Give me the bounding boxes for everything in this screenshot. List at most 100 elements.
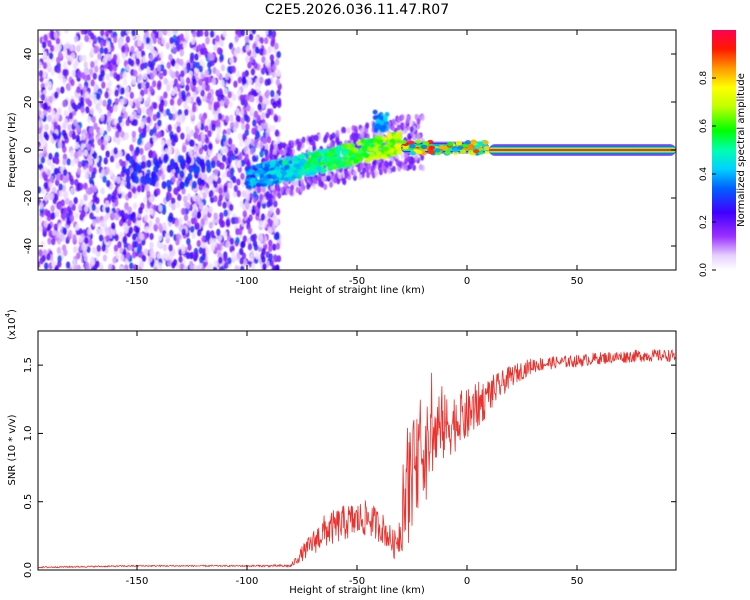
spectrogram-noise-cell: [241, 123, 246, 131]
spectrogram-noise-cell: [38, 120, 41, 128]
spectrogram-noise-cell: [105, 73, 111, 81]
spectrogram-noise-cell: [129, 113, 134, 122]
spectrogram-noise-cell: [38, 103, 41, 111]
spectrogram-noise-cell: [102, 99, 107, 107]
spectrogram-noise-cell: [259, 37, 264, 45]
spectrogram-tone-cell: [428, 149, 435, 155]
spectrogram-noise-cell: [268, 253, 273, 261]
spectrogram-noise-cell: [71, 102, 76, 110]
spectrogram-noise-cell: [43, 262, 49, 270]
spectrogram-noise-cell: [56, 56, 61, 64]
spectrogram-noise-cell: [227, 257, 232, 265]
spectrogram-noise-cell: [210, 58, 215, 67]
spectrogram-noise-cell: [58, 72, 63, 80]
spectrogram-noise-cell: [87, 153, 92, 162]
spectrogram-noise-cell: [58, 222, 63, 231]
spectrogram-noise-cell: [152, 114, 158, 122]
spectrogram-noise-cell: [218, 256, 223, 264]
spectrogram-noise-cell: [204, 69, 209, 77]
spectrogram-noise-cell: [141, 106, 146, 114]
spectrogram-noise-cell: [253, 139, 258, 147]
spectrogram-noise-cell: [143, 248, 149, 256]
spectrogram-signal-cell: [376, 113, 382, 119]
spectrogram-noise-cell: [118, 150, 123, 158]
spectrogram-noise-cell: [188, 165, 194, 174]
spectrogram-noise-cell: [241, 252, 247, 260]
spectrogram-noise-cell: [174, 70, 180, 78]
spectrogram-noise-cell: [73, 264, 78, 270]
spectrogram-noise-cell: [97, 138, 102, 146]
spectrogram-signal-cell: [376, 139, 383, 145]
spectrogram-noise-cell: [57, 260, 62, 268]
spectrogram-noise-cell: [241, 240, 246, 248]
spectrogram-noise-cell: [237, 161, 242, 169]
spectrogram-noise-cell: [135, 146, 140, 154]
spectrogram-noise-cell: [50, 68, 55, 76]
spectrogram-noise-cell: [225, 192, 230, 200]
spectrogram-noise-cell: [213, 195, 218, 203]
spectrogram-tone-cell: [428, 145, 436, 150]
spectrogram-noise-cell: [248, 30, 253, 34]
spectrogram-halo-cell: [289, 189, 294, 196]
spectrogram-noise-cell: [150, 171, 156, 180]
snr-y-tick-label: 0.5: [23, 494, 34, 510]
spectrogram-x-axis: -150 -100 -50 0 50: [126, 30, 583, 287]
spectrogram-noise-cell: [90, 60, 95, 69]
spectrogram-noise-cell: [73, 119, 78, 127]
spectrogram-halo-cell: [312, 177, 317, 184]
spectrogram-noise-cell: [128, 243, 133, 251]
spectrogram-noise-cell: [55, 230, 61, 238]
spectrogram-noise-cell: [239, 139, 244, 148]
spectrogram-noise-cell: [79, 199, 84, 207]
spectrogram-noise-cell: [165, 42, 170, 50]
spectrogram-noise-cell: [62, 77, 67, 85]
spectrogram-noise-cell: [77, 161, 83, 169]
spectrogram-noise-cell: [158, 204, 163, 212]
spectrogram-signal-cell: [382, 146, 389, 152]
spectrogram-noise-cell: [250, 262, 256, 270]
spectrogram-halo-cell: [296, 144, 301, 152]
spectrogram-noise-cell: [219, 39, 224, 48]
spectrogram-noise-cell: [108, 106, 114, 114]
spectrogram-noise-cell: [224, 115, 230, 123]
spectrogram-noise-cell: [141, 254, 147, 262]
spectrogram-noise-cell: [76, 167, 82, 175]
spectrogram-noise-cell: [169, 162, 175, 171]
spectrogram-noise-cell: [131, 30, 136, 37]
spectrogram-noise-cell: [122, 235, 128, 243]
spectrogram-noise-cell: [135, 57, 140, 66]
spectrogram-noise-cell: [253, 61, 258, 70]
spectrogram-noise-cell: [136, 185, 142, 193]
spectrogram-noise-cell: [235, 114, 241, 123]
spectrogram-noise-cell: [99, 265, 104, 270]
spectrogram-noise-cell: [186, 237, 191, 246]
spectrogram-noise-cell: [275, 78, 281, 86]
spectrogram-noise-cell: [211, 172, 216, 180]
spectrogram-noise-cell: [117, 241, 122, 249]
spectrogram-noise-cell: [145, 42, 150, 50]
spectrogram-noise-cell: [92, 185, 98, 193]
spectrogram-signal-cell: [352, 147, 359, 153]
spectrogram-noise-cell: [149, 85, 154, 93]
spectrogram-noise-cell: [38, 127, 42, 135]
spectrogram-tone-cell: [434, 148, 441, 153]
spectrogram-noise-cell: [169, 98, 175, 106]
spectrogram-signal-cell: [298, 171, 305, 176]
spectrogram-noise-cell: [53, 31, 59, 39]
spectrogram-noise-cell: [186, 220, 192, 228]
spectrogram-noise-cell: [132, 233, 137, 241]
spectrogram-noise-cell: [139, 121, 145, 129]
spectrogram-noise-cell: [125, 35, 131, 44]
spectrogram-noise-cell: [239, 94, 244, 102]
spectrogram-noise-cell: [169, 36, 174, 45]
spectrogram-signal-cell: [360, 138, 367, 144]
spectrogram-noise-cell: [211, 218, 217, 226]
spectrogram-halo-cell: [352, 174, 357, 181]
spectrogram-noise-cell: [151, 80, 157, 88]
spectrogram-halo-cell: [384, 160, 389, 167]
spectrogram-halo-cell: [412, 164, 417, 171]
spectrogram-signal-cell: [396, 130, 403, 136]
spectrogram-noise-cell: [153, 224, 158, 232]
spectrogram-noise-cell: [106, 179, 111, 188]
spectrogram-signal-cell: [394, 143, 401, 149]
